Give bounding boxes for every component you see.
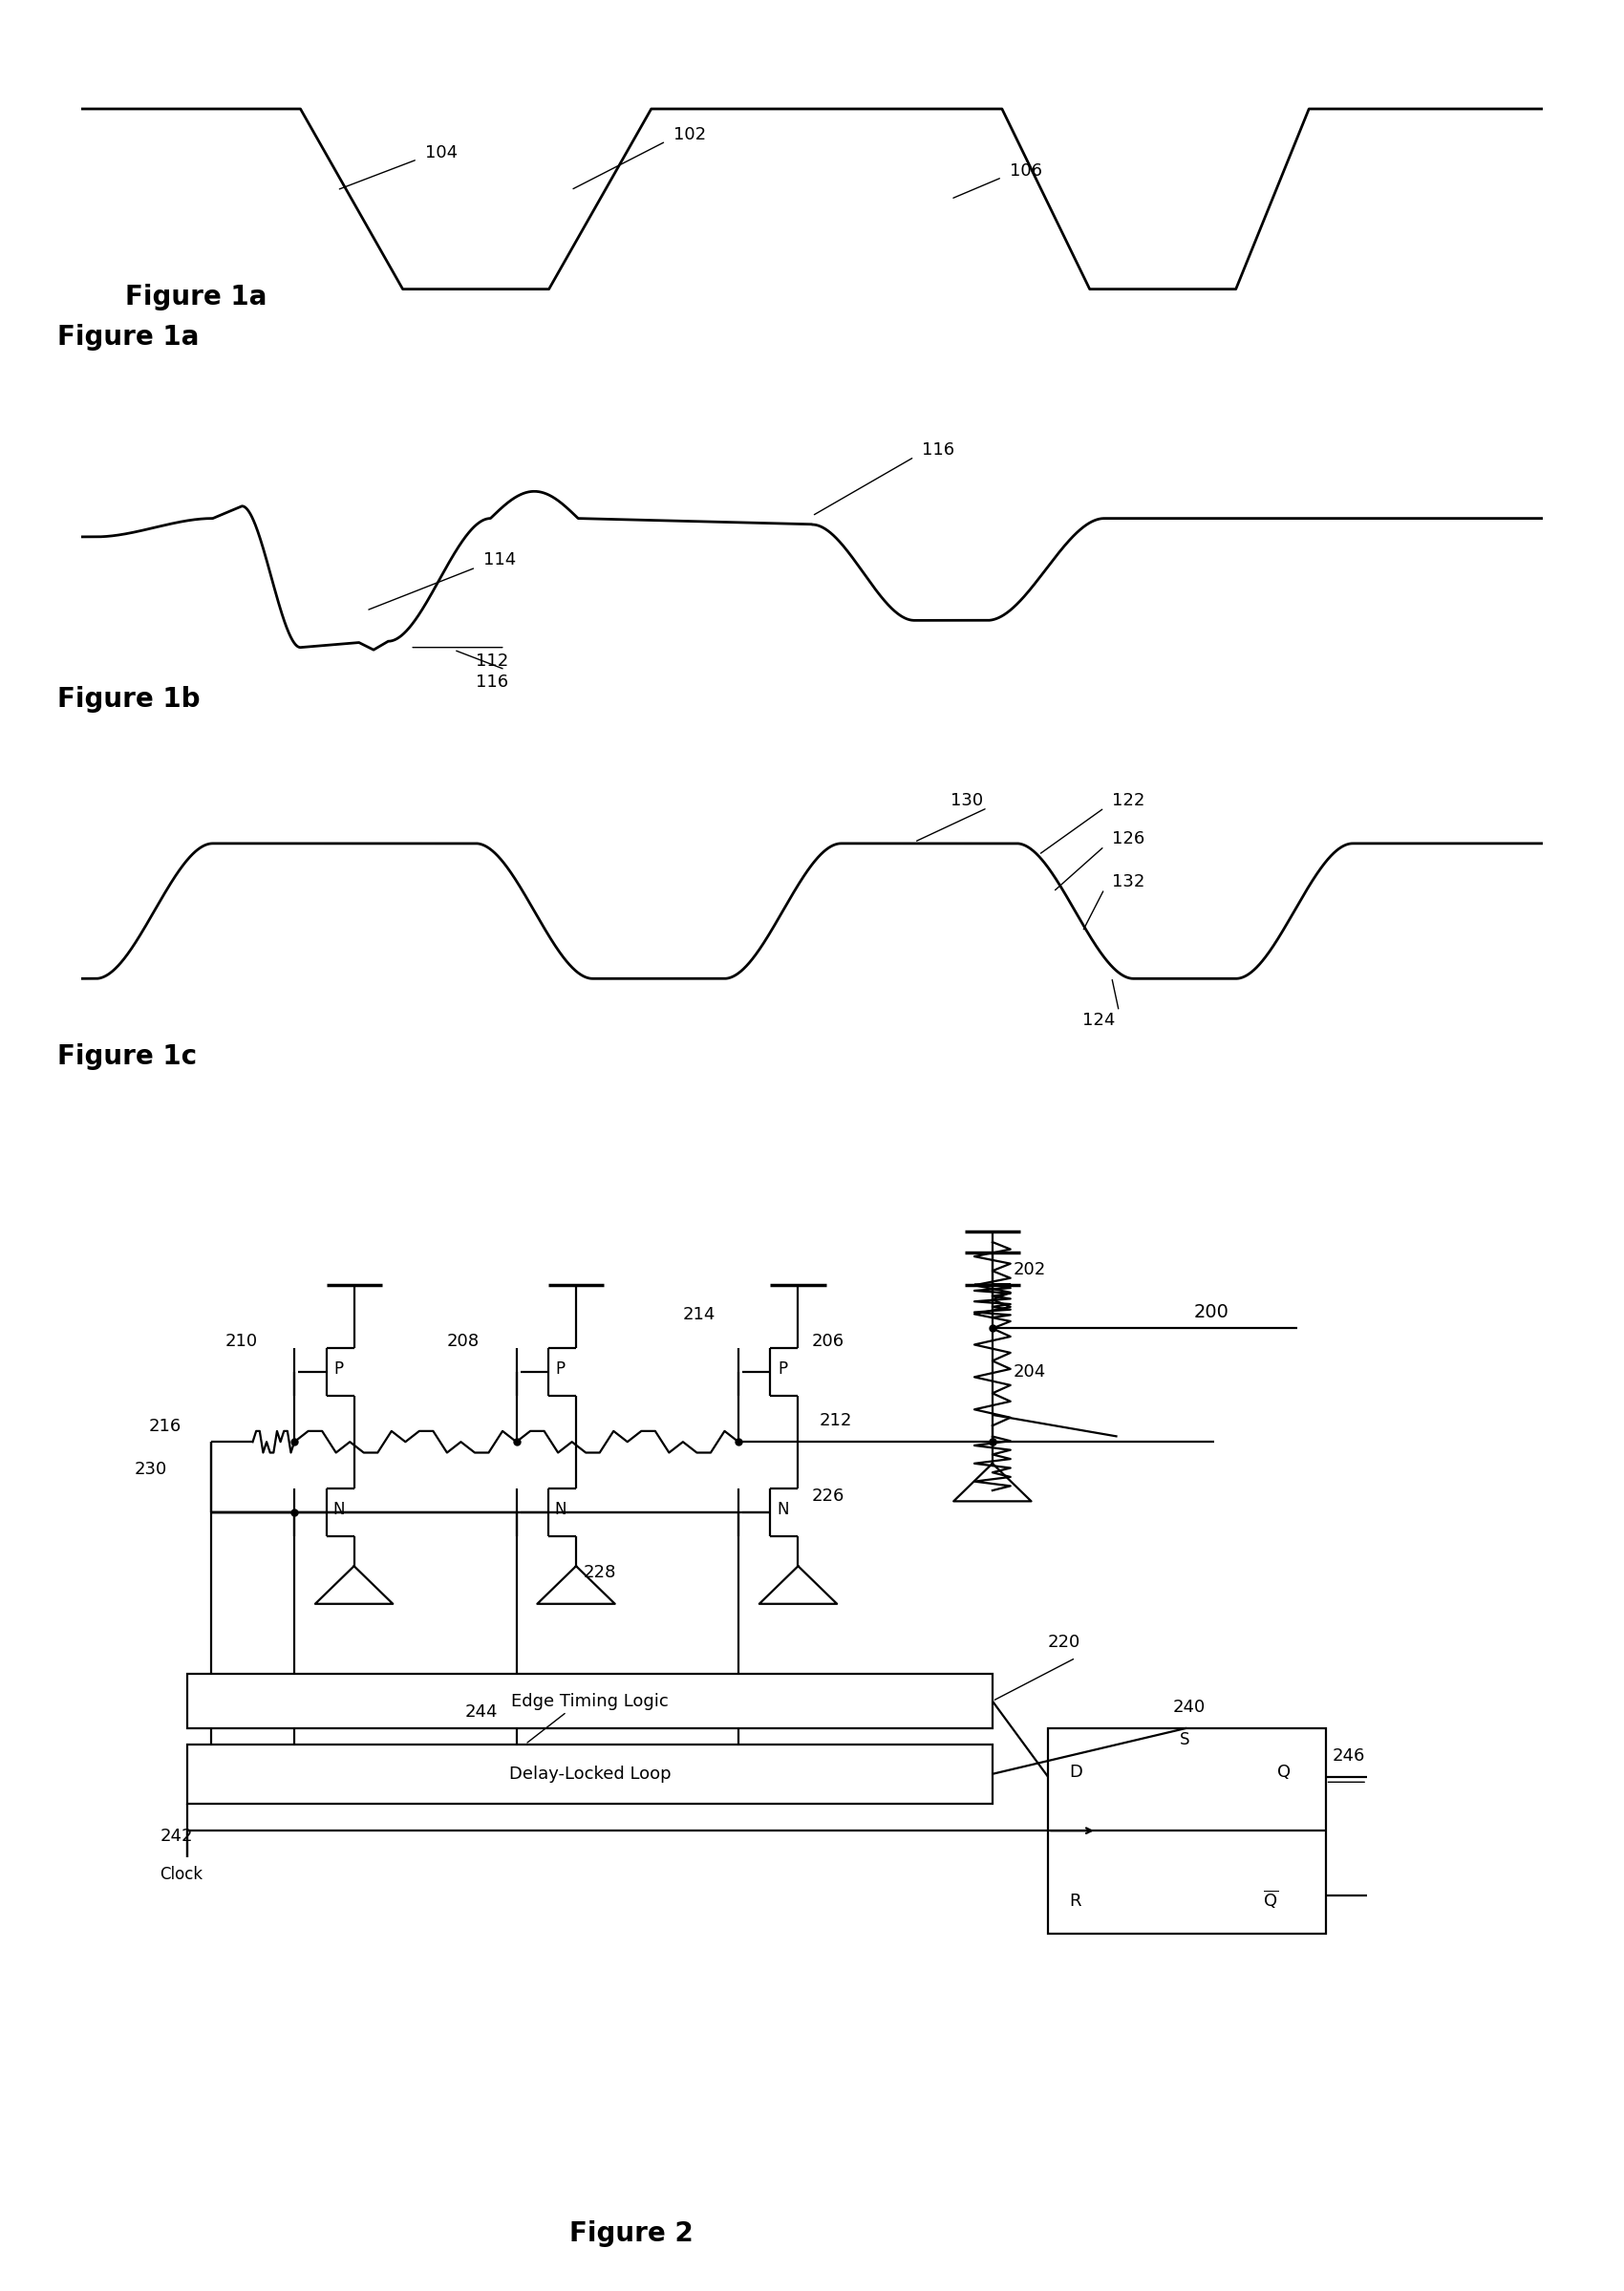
Text: Q: Q [1276, 1764, 1291, 1780]
Text: N: N [333, 1501, 344, 1519]
Text: 102: 102 [672, 126, 706, 144]
Text: 124: 124 [1082, 1013, 1116, 1029]
Text: 240: 240 [1173, 1698, 1205, 1716]
Text: 200: 200 [1194, 1304, 1229, 1322]
Text: 220: 220 [1047, 1633, 1080, 1652]
Text: 116: 116 [476, 674, 508, 690]
Text: P: P [555, 1361, 565, 1379]
Text: 126: 126 [1111, 829, 1145, 848]
Text: 106: 106 [1010, 163, 1043, 179]
Text: Figure 1b: Figure 1b [57, 685, 200, 713]
Text: 214: 214 [684, 1306, 716, 1324]
Text: Figure 1c: Figure 1c [57, 1042, 197, 1070]
Text: 122: 122 [1111, 793, 1145, 809]
Text: 104: 104 [425, 144, 458, 160]
Text: 204: 204 [1013, 1363, 1046, 1381]
Text: R: R [1069, 1892, 1080, 1911]
Text: 210: 210 [226, 1333, 258, 1349]
Text: S: S [1179, 1732, 1190, 1748]
Text: 226: 226 [812, 1487, 844, 1505]
Text: N: N [554, 1501, 567, 1519]
Text: D: D [1069, 1764, 1082, 1780]
Text: 242: 242 [159, 1828, 193, 1844]
Text: 230: 230 [135, 1462, 167, 1478]
Text: 130: 130 [950, 793, 984, 809]
Text: 202: 202 [1013, 1260, 1046, 1278]
Text: 116: 116 [922, 442, 955, 458]
Text: 114: 114 [484, 552, 516, 568]
Text: Clock: Clock [159, 1865, 203, 1883]
Text: 208: 208 [447, 1333, 479, 1349]
Text: N: N [776, 1501, 789, 1519]
Text: 244: 244 [464, 1705, 499, 1721]
Text: P: P [778, 1361, 788, 1379]
Text: $\overline{\rm Q}$: $\overline{\rm Q}$ [1263, 1888, 1278, 1911]
Text: 246: 246 [1332, 1748, 1366, 1764]
Text: Figure 1a: Figure 1a [57, 323, 198, 351]
Text: 216: 216 [149, 1418, 182, 1434]
FancyBboxPatch shape [1047, 1727, 1325, 1934]
FancyBboxPatch shape [187, 1743, 992, 1803]
FancyBboxPatch shape [187, 1675, 992, 1727]
Text: Figure 1a: Figure 1a [125, 284, 266, 312]
Text: P: P [333, 1361, 343, 1379]
Text: 212: 212 [818, 1411, 851, 1430]
Text: Figure 2: Figure 2 [570, 2220, 693, 2247]
Text: 112: 112 [476, 653, 508, 669]
Text: 206: 206 [812, 1333, 844, 1349]
Text: 228: 228 [583, 1562, 615, 1581]
Text: Edge Timing Logic: Edge Timing Logic [512, 1693, 669, 1709]
Text: 132: 132 [1111, 873, 1145, 889]
Text: Delay-Locked Loop: Delay-Locked Loop [508, 1766, 671, 1782]
